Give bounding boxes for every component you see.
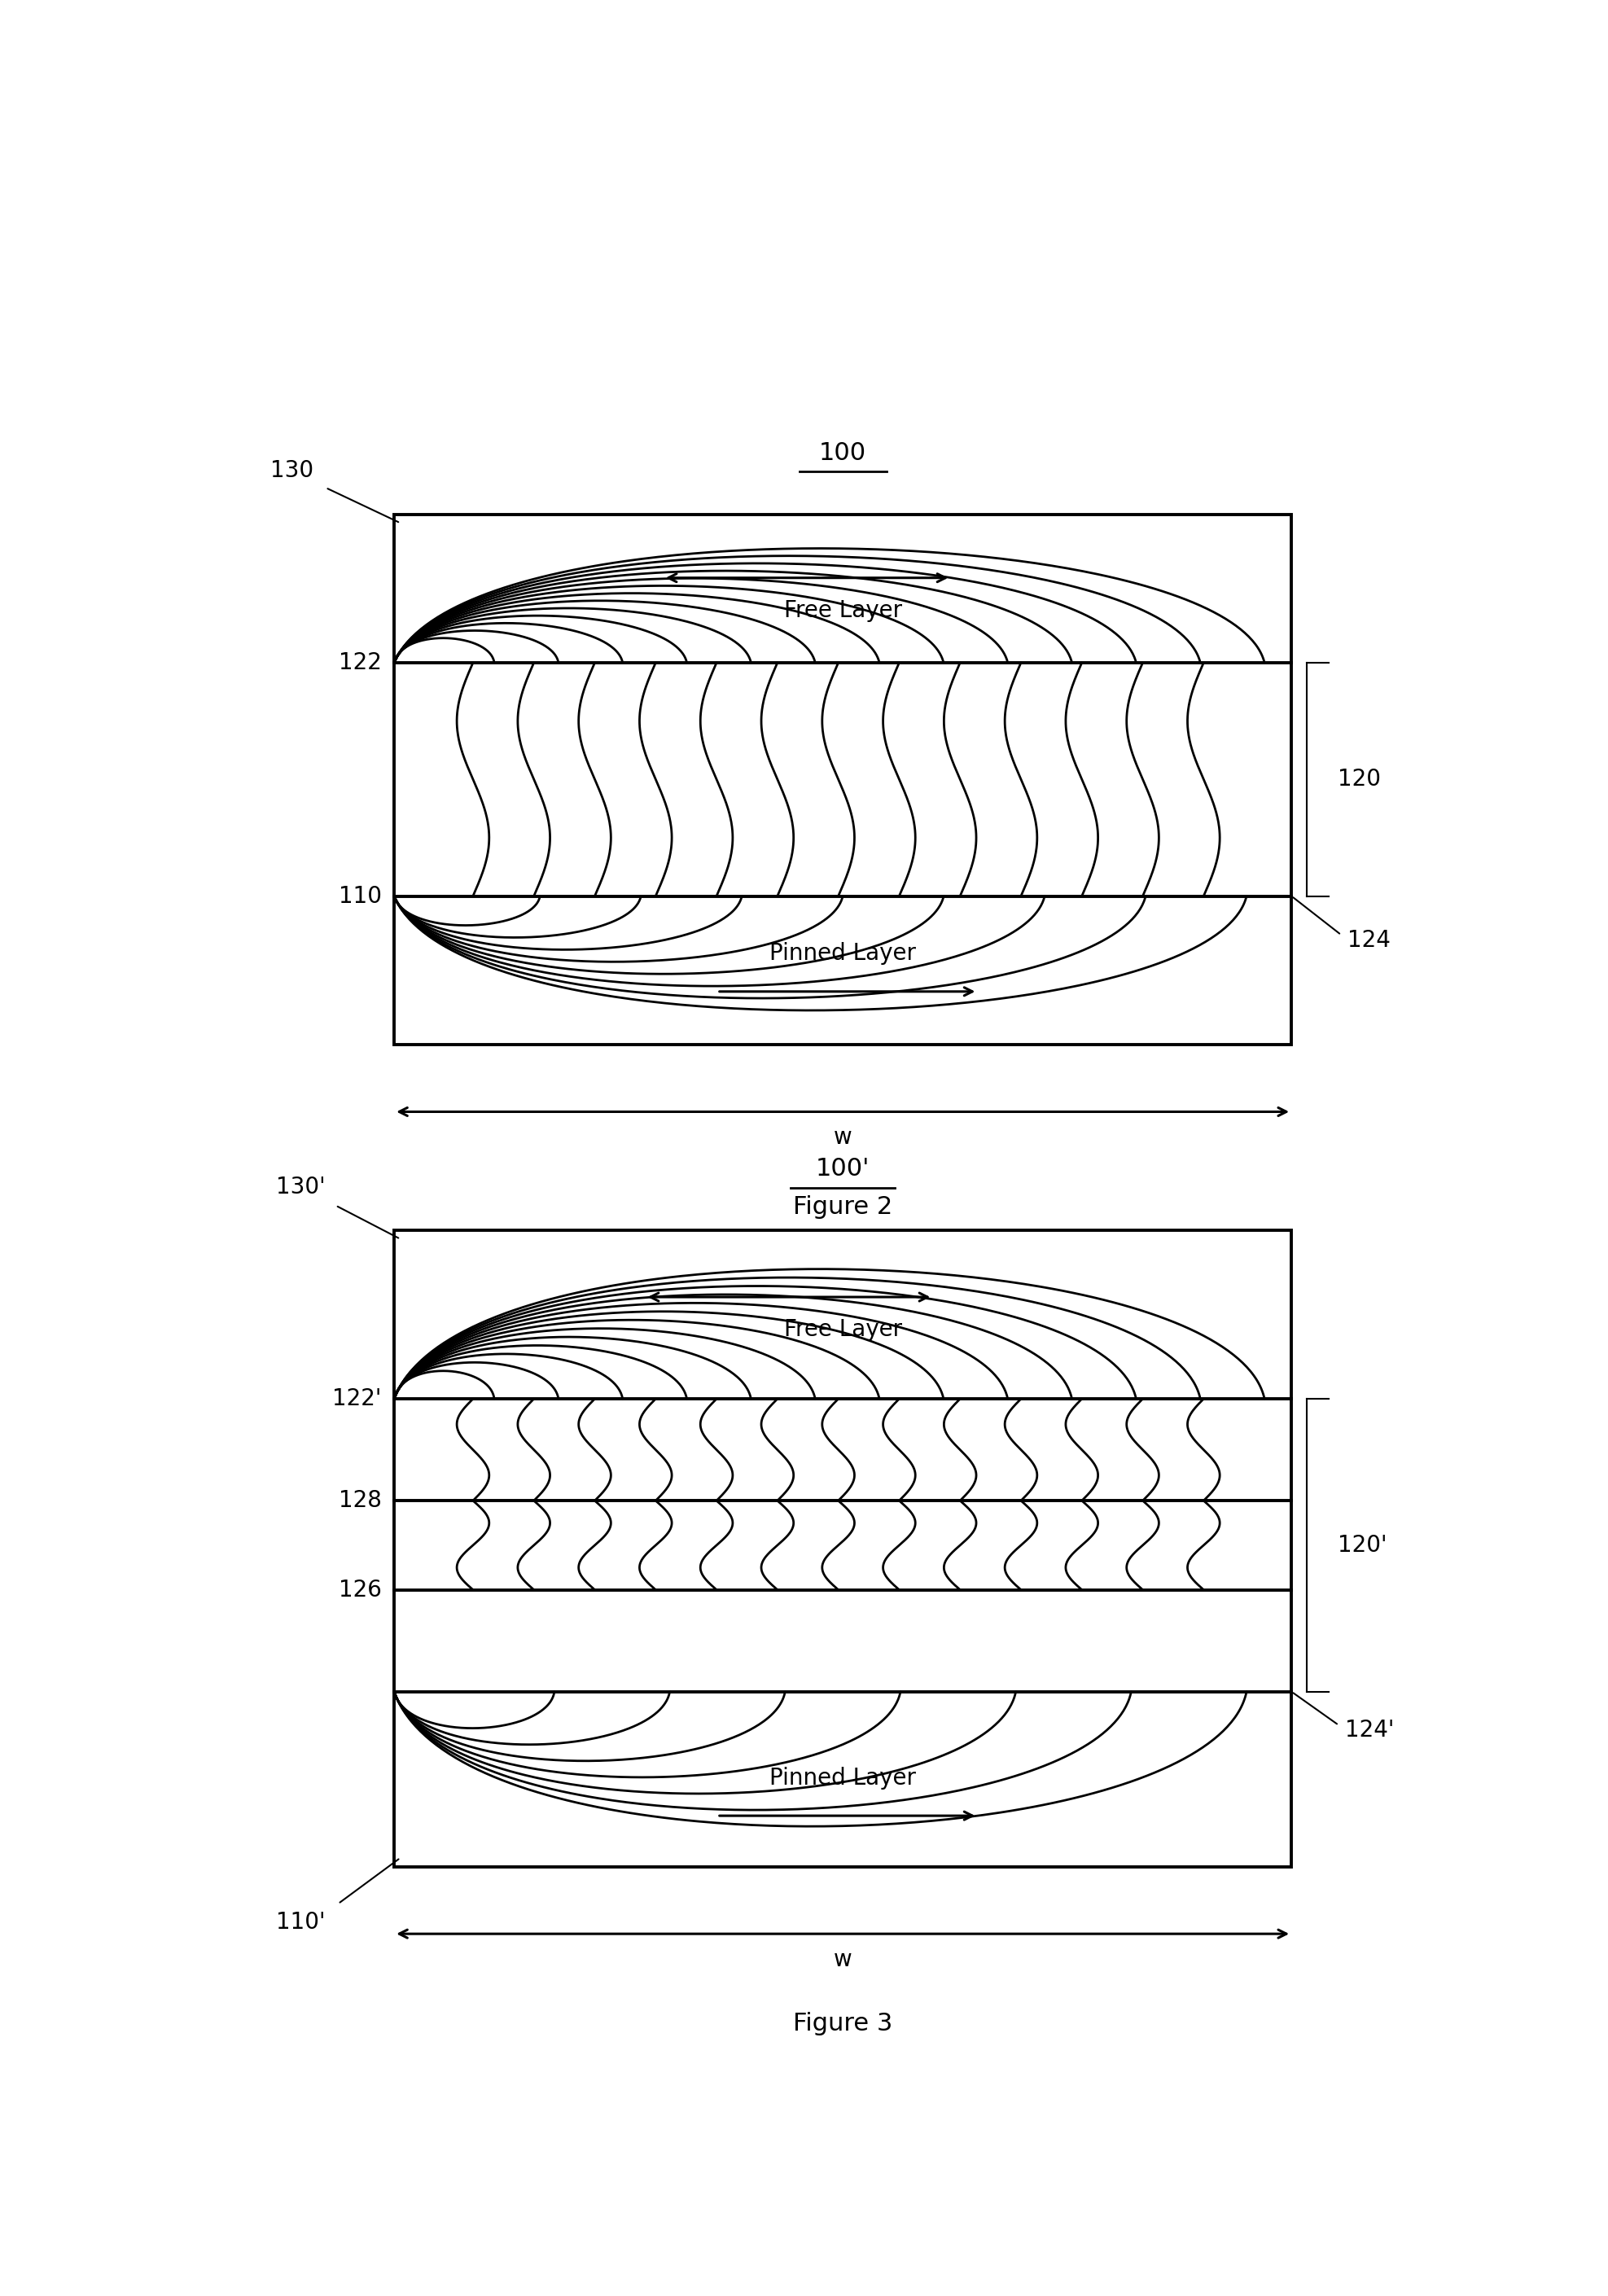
Text: Free Layer: Free Layer [783,599,902,622]
Bar [394,514,1291,1045]
Text: Figure 3: Figure 3 [793,2011,892,2034]
Text: 122: 122 [339,652,381,675]
Text: 124: 124 [1348,930,1391,951]
Text: Pinned Layer: Pinned Layer [770,941,917,964]
Text: 100: 100 [818,441,867,464]
Text: w: w [833,1125,852,1148]
Text: 130': 130' [277,1176,325,1199]
Text: 100': 100' [815,1157,870,1180]
Text: Free Layer: Free Layer [783,1318,902,1341]
Text: 110: 110 [339,884,381,907]
Text: w: w [833,1947,852,1970]
Text: 122': 122' [333,1387,381,1410]
Text: 120': 120' [1338,1534,1386,1557]
Text: 124': 124' [1344,1720,1394,1743]
Text: Pinned Layer: Pinned Layer [770,1766,917,1789]
Bar [394,1231,1291,1867]
Text: 110': 110' [277,1910,325,1933]
Text: 130: 130 [270,459,314,482]
Text: 128: 128 [339,1490,381,1513]
Text: 120: 120 [1338,767,1381,790]
Text: Figure 2: Figure 2 [793,1194,892,1219]
Text: 126: 126 [339,1577,381,1600]
